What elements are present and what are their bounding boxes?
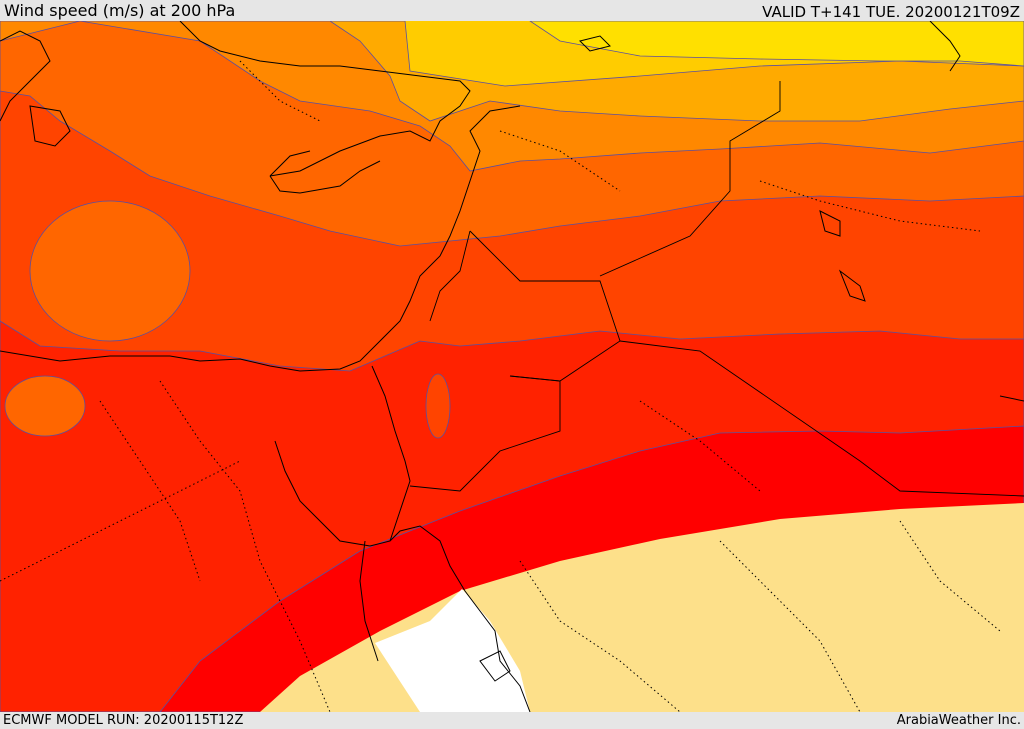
regional-boundaries — [0, 60, 1001, 712]
map-title: Wind speed (m/s) at 200 hPa — [4, 1, 236, 20]
model-run-label: ECMWF MODEL RUN: 20200115T12Z — [3, 713, 244, 728]
valid-time-label: VALID T+141 TUE. 20200121T09Z — [762, 3, 1020, 21]
wind-patch-west — [4, 375, 86, 437]
wind-band-10 — [529, 21, 1024, 67]
footer-bar: ECMWF MODEL RUN: 20200115T12Z ArabiaWeat… — [0, 712, 1024, 729]
wind-band-2 — [375, 589, 530, 712]
coastlines — [0, 21, 1024, 712]
credit-label: ArabiaWeather Inc. — [896, 713, 1021, 728]
national-borders — [409, 81, 1024, 497]
wind-speed-map — [0, 21, 1024, 712]
header-bar: Wind speed (m/s) at 200 hPa VALID T+141 … — [0, 0, 1024, 21]
wind-patch-dead-sea — [425, 373, 451, 439]
wind-patch-east-mediterranean — [29, 200, 191, 342]
